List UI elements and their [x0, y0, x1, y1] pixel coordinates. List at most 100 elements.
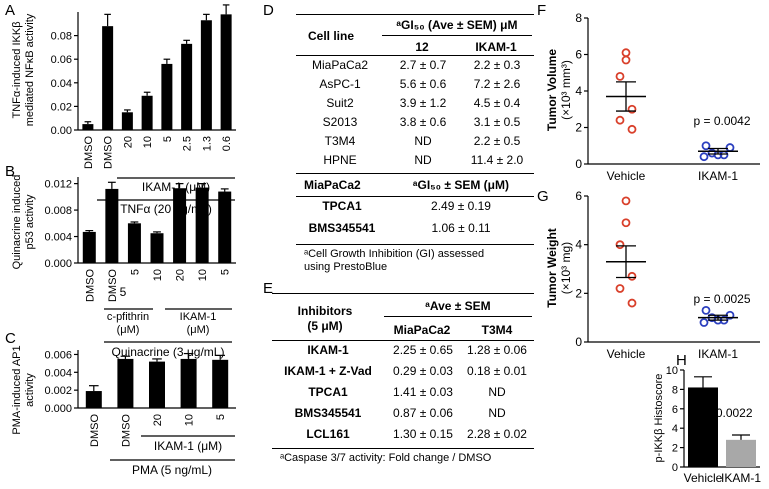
- x-tick-label: DMSO: [107, 269, 119, 302]
- panel-f-letter: F: [537, 2, 547, 19]
- y-axis-label: Tumor Weight: [545, 228, 559, 308]
- bar: [212, 359, 229, 408]
- x-tick-label: 5: [129, 269, 141, 275]
- y-tick-label: 8: [672, 384, 678, 396]
- y-tick-label: 0.004: [44, 232, 72, 244]
- bar: [161, 63, 173, 130]
- group-label: (μM): [187, 324, 210, 336]
- table-row: Suit2 3.9 ± 1.2 4.5 ± 0.4: [296, 94, 534, 113]
- group-label: IKAM-1: [180, 311, 217, 323]
- group-label: IKAM-1 (μM): [154, 439, 222, 453]
- y-tick-label: 0.006: [44, 349, 72, 361]
- p-value: p = 0.0042: [693, 114, 750, 128]
- table-e-value-t3m4: 2.28 ± 0.02: [467, 427, 527, 441]
- y-tick-label: 0: [672, 462, 678, 474]
- y-axis-label: PMA-induced AP1: [11, 345, 23, 434]
- x-tick-label: IKAM-1: [698, 347, 738, 361]
- table-row: BMS345541 0.87 ± 0.06 ND: [272, 404, 534, 425]
- table-d-compound-gi50: 1.06 ± 0.11: [431, 221, 491, 235]
- x-tick-label: 20: [175, 269, 187, 281]
- bar: [117, 358, 134, 408]
- table-e-value-miapaca2: 1.41 ± 0.03: [393, 385, 453, 399]
- y-tick-label: 8: [575, 11, 582, 25]
- x-tick-label: 5: [220, 269, 232, 275]
- x-tick-label: 5: [120, 285, 127, 299]
- table-row: LCL161 1.30 ± 0.15 2.28 ± 0.02: [272, 425, 534, 446]
- y-tick-label: 0.06: [51, 54, 72, 66]
- x-tick-label: 20: [152, 414, 164, 426]
- table-d-value-ikam1: 4.5 ± 0.4: [473, 96, 521, 110]
- x-tick-label: DMSO: [103, 136, 115, 169]
- y-tick-label: 0.012: [44, 179, 72, 191]
- table-row: IKAM-1 + Z-Vad 0.29 ± 0.03 0.18 ± 0.01: [272, 362, 534, 383]
- y-tick-label: 0.004: [44, 367, 72, 379]
- table-e-value-miapaca2: 1.30 ± 0.15: [393, 427, 453, 441]
- p-value: p = 0.0022: [695, 406, 752, 420]
- table-d-sub-right: ᵃGI₅₀ ± SEM (μM): [412, 178, 510, 192]
- bar: [220, 14, 232, 130]
- table-e-value-miapaca2: 2.25 ± 0.65: [393, 343, 453, 357]
- group-label: TNFα (20 ng/mL): [120, 202, 212, 216]
- table-d-cellline-header: Cell line: [308, 29, 355, 43]
- x-tick-label: 0.6: [221, 136, 233, 151]
- table-row: AsPC-1 5.6 ± 0.6 7.2 ± 2.6: [296, 75, 534, 94]
- table-d-cell-line: AsPC-1: [319, 77, 361, 91]
- bar: [102, 26, 114, 130]
- table-e-body: IKAM-1 2.25 ± 0.65 1.28 ± 0.06 IKAM-1 + Z-V…: [272, 341, 534, 446]
- table-d-value-ikam1: 11.4 ± 2.0: [470, 153, 524, 167]
- data-point: [627, 124, 637, 134]
- y-tick-label: 0.002: [44, 385, 72, 397]
- table-e-col-miapaca2: MiaPaCa2: [393, 323, 451, 337]
- y-tick-label: 2: [672, 443, 678, 455]
- table-d-value-12: 3.8 ± 0.6: [399, 115, 447, 129]
- panel-c-letter: C: [5, 330, 16, 347]
- group-label: IKAM-1 (μM): [142, 180, 210, 194]
- table-e-value-t3m4: 0.18 ± 0.01: [467, 364, 527, 378]
- table-d-value-ikam1: 2.2 ± 0.3: [473, 58, 521, 72]
- x-tick-label: 10: [142, 136, 154, 148]
- table-row: S2013 3.8 ± 0.6 3.1 ± 0.5: [296, 113, 534, 132]
- y-tick-label: 0.04: [51, 78, 72, 90]
- bar: [127, 223, 141, 263]
- data-point: [621, 55, 631, 65]
- y-axis-label: p-IKKβ Histoscore: [653, 374, 665, 463]
- table-d-compound: BMS345541: [308, 221, 376, 235]
- y-tick-label: 6: [575, 189, 582, 203]
- table-e-value-t3m4: 1.28 ± 0.06: [467, 343, 527, 357]
- data-point: [627, 298, 637, 308]
- x-tick-label: 10: [184, 414, 196, 426]
- group-label: Quinacrine (3 μg/mL): [112, 345, 225, 359]
- data-point: [621, 48, 631, 58]
- data-point: [701, 305, 711, 315]
- table-d: Cell line ᵃGI₅₀ (Ave ± SEM) μM 12 IKAM-1…: [296, 14, 534, 274]
- table-d-sub-body: TPCA1 2.49 ± 0.19 BMS345541 1.06 ± 0.11: [296, 197, 534, 241]
- y-axis-label: Quinacrine induced: [11, 175, 23, 270]
- data-point: [627, 104, 637, 114]
- table-e-value-miapaca2: 0.29 ± 0.03: [393, 364, 453, 378]
- table-d-value-12: ND: [414, 134, 432, 148]
- panel-d-letter: D: [263, 2, 274, 19]
- y-tick-label: 6: [672, 404, 678, 416]
- group-label: (μM): [117, 324, 140, 336]
- table-row: TPCA1 2.49 ± 0.19: [296, 197, 534, 219]
- panel-b-letter: B: [5, 163, 16, 180]
- y-tick-label: 0.000: [44, 403, 72, 415]
- table-e-footnote: ᵃCaspase 3/7 activity: Fold change / DMS…: [280, 452, 492, 464]
- table-row: IKAM-1 2.25 ± 0.65 1.28 ± 0.06: [272, 341, 534, 362]
- y-tick-label: 10: [666, 365, 678, 377]
- table-d-cell-line: MiaPaCa2: [311, 58, 369, 72]
- table-d-cell-line: T3M4: [324, 134, 356, 148]
- y-tick-label: 4: [575, 238, 582, 252]
- table-d-compound-gi50: 2.49 ± 0.19: [431, 199, 491, 213]
- table-e-inhibitor: IKAM-1 + Z-Vad: [284, 364, 372, 378]
- y-axis-label: p53 activity: [24, 194, 36, 250]
- y-tick-label: 0.02: [51, 101, 72, 113]
- y-tick-label: 2: [575, 286, 582, 300]
- bar: [173, 188, 187, 263]
- x-tick-label: 10: [152, 269, 164, 281]
- table-row: T3M4 ND 2.2 ± 0.5: [296, 132, 534, 151]
- table-e-inhibitors-conc: (5 μM): [307, 319, 343, 333]
- table-e-col-t3m4: T3M4: [481, 323, 513, 337]
- bar: [82, 124, 94, 130]
